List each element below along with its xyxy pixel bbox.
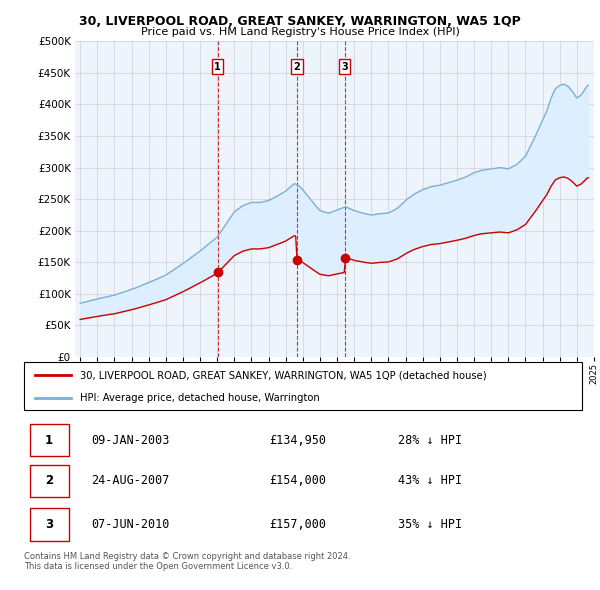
Text: 1: 1 <box>214 61 221 71</box>
Text: Price paid vs. HM Land Registry's House Price Index (HPI): Price paid vs. HM Land Registry's House … <box>140 27 460 37</box>
Text: 1: 1 <box>45 434 53 447</box>
Text: £134,950: £134,950 <box>269 434 326 447</box>
Text: Contains HM Land Registry data © Crown copyright and database right 2024.
This d: Contains HM Land Registry data © Crown c… <box>24 552 350 571</box>
Text: 28% ↓ HPI: 28% ↓ HPI <box>398 434 462 447</box>
FancyBboxPatch shape <box>29 424 68 457</box>
Text: 24-AUG-2007: 24-AUG-2007 <box>91 474 169 487</box>
FancyBboxPatch shape <box>29 464 68 497</box>
Text: 3: 3 <box>45 518 53 531</box>
Text: 07-JUN-2010: 07-JUN-2010 <box>91 518 169 531</box>
Text: 2: 2 <box>293 61 300 71</box>
FancyBboxPatch shape <box>29 508 68 540</box>
Text: 30, LIVERPOOL ROAD, GREAT SANKEY, WARRINGTON, WA5 1QP: 30, LIVERPOOL ROAD, GREAT SANKEY, WARRIN… <box>79 15 521 28</box>
Text: HPI: Average price, detached house, Warrington: HPI: Average price, detached house, Warr… <box>80 393 320 403</box>
Text: £154,000: £154,000 <box>269 474 326 487</box>
Text: 3: 3 <box>341 61 348 71</box>
Text: 09-JAN-2003: 09-JAN-2003 <box>91 434 169 447</box>
Text: 35% ↓ HPI: 35% ↓ HPI <box>398 518 462 531</box>
Text: 2: 2 <box>45 474 53 487</box>
Text: 30, LIVERPOOL ROAD, GREAT SANKEY, WARRINGTON, WA5 1QP (detached house): 30, LIVERPOOL ROAD, GREAT SANKEY, WARRIN… <box>80 370 487 380</box>
FancyBboxPatch shape <box>24 362 582 410</box>
Text: 43% ↓ HPI: 43% ↓ HPI <box>398 474 462 487</box>
Text: £157,000: £157,000 <box>269 518 326 531</box>
